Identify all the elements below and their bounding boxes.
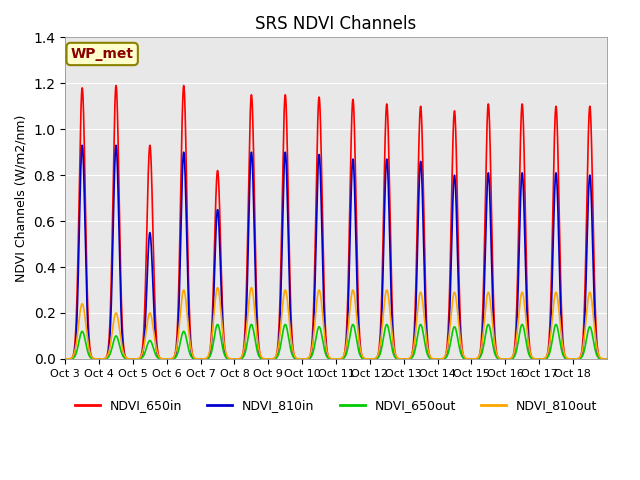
- NDVI_650out: [405, 356, 413, 362]
- Y-axis label: NDVI Channels (W/m2/nm): NDVI Channels (W/m2/nm): [15, 114, 28, 282]
- NDVI_650in: [603, 356, 611, 362]
- NDVI_650out: [603, 356, 611, 362]
- NDVI_810out: [597, 355, 605, 361]
- NDVI_650in: [453, 187, 461, 192]
- Legend: NDVI_650in, NDVI_810in, NDVI_650out, NDVI_810out: NDVI_650in, NDVI_810in, NDVI_650out, NDV…: [70, 394, 602, 417]
- NDVI_810in: [406, 356, 413, 362]
- Title: SRS NDVI Channels: SRS NDVI Channels: [255, 15, 417, 33]
- NDVI_650in: [172, 342, 180, 348]
- Line: NDVI_810out: NDVI_810out: [65, 288, 607, 359]
- NDVI_810in: [488, 262, 495, 267]
- NDVI_810in: [520, 210, 528, 216]
- NDVI_810out: [172, 348, 180, 353]
- NDVI_650out: [520, 326, 528, 332]
- NDVI_650out: [552, 322, 560, 327]
- NDVI_650in: [488, 216, 495, 222]
- NDVI_810in: [61, 356, 69, 362]
- NDVI_810out: [214, 285, 221, 290]
- NDVI_810in: [603, 356, 611, 362]
- Line: NDVI_810in: NDVI_810in: [65, 145, 607, 359]
- NDVI_650out: [172, 354, 180, 360]
- NDVI_650out: [597, 356, 605, 361]
- Line: NDVI_650out: NDVI_650out: [65, 324, 607, 359]
- NDVI_810out: [488, 312, 495, 317]
- NDVI_650out: [488, 334, 495, 340]
- NDVI_810out: [406, 355, 413, 361]
- NDVI_810out: [453, 304, 461, 310]
- Line: NDVI_650in: NDVI_650in: [65, 85, 607, 359]
- NDVI_650in: [61, 356, 69, 362]
- NDVI_650in: [520, 151, 528, 156]
- NDVI_810in: [172, 348, 180, 354]
- NDVI_650out: [453, 332, 461, 337]
- NDVI_650in: [597, 356, 605, 361]
- NDVI_650in: [112, 83, 120, 88]
- NDVI_650in: [406, 356, 413, 361]
- NDVI_810out: [520, 299, 528, 304]
- NDVI_650out: [61, 356, 69, 362]
- Text: WP_met: WP_met: [70, 47, 134, 61]
- NDVI_810in: [597, 356, 605, 362]
- NDVI_810out: [61, 356, 69, 362]
- NDVI_810in: [453, 236, 461, 242]
- NDVI_810in: [78, 143, 86, 148]
- NDVI_810out: [603, 356, 611, 362]
